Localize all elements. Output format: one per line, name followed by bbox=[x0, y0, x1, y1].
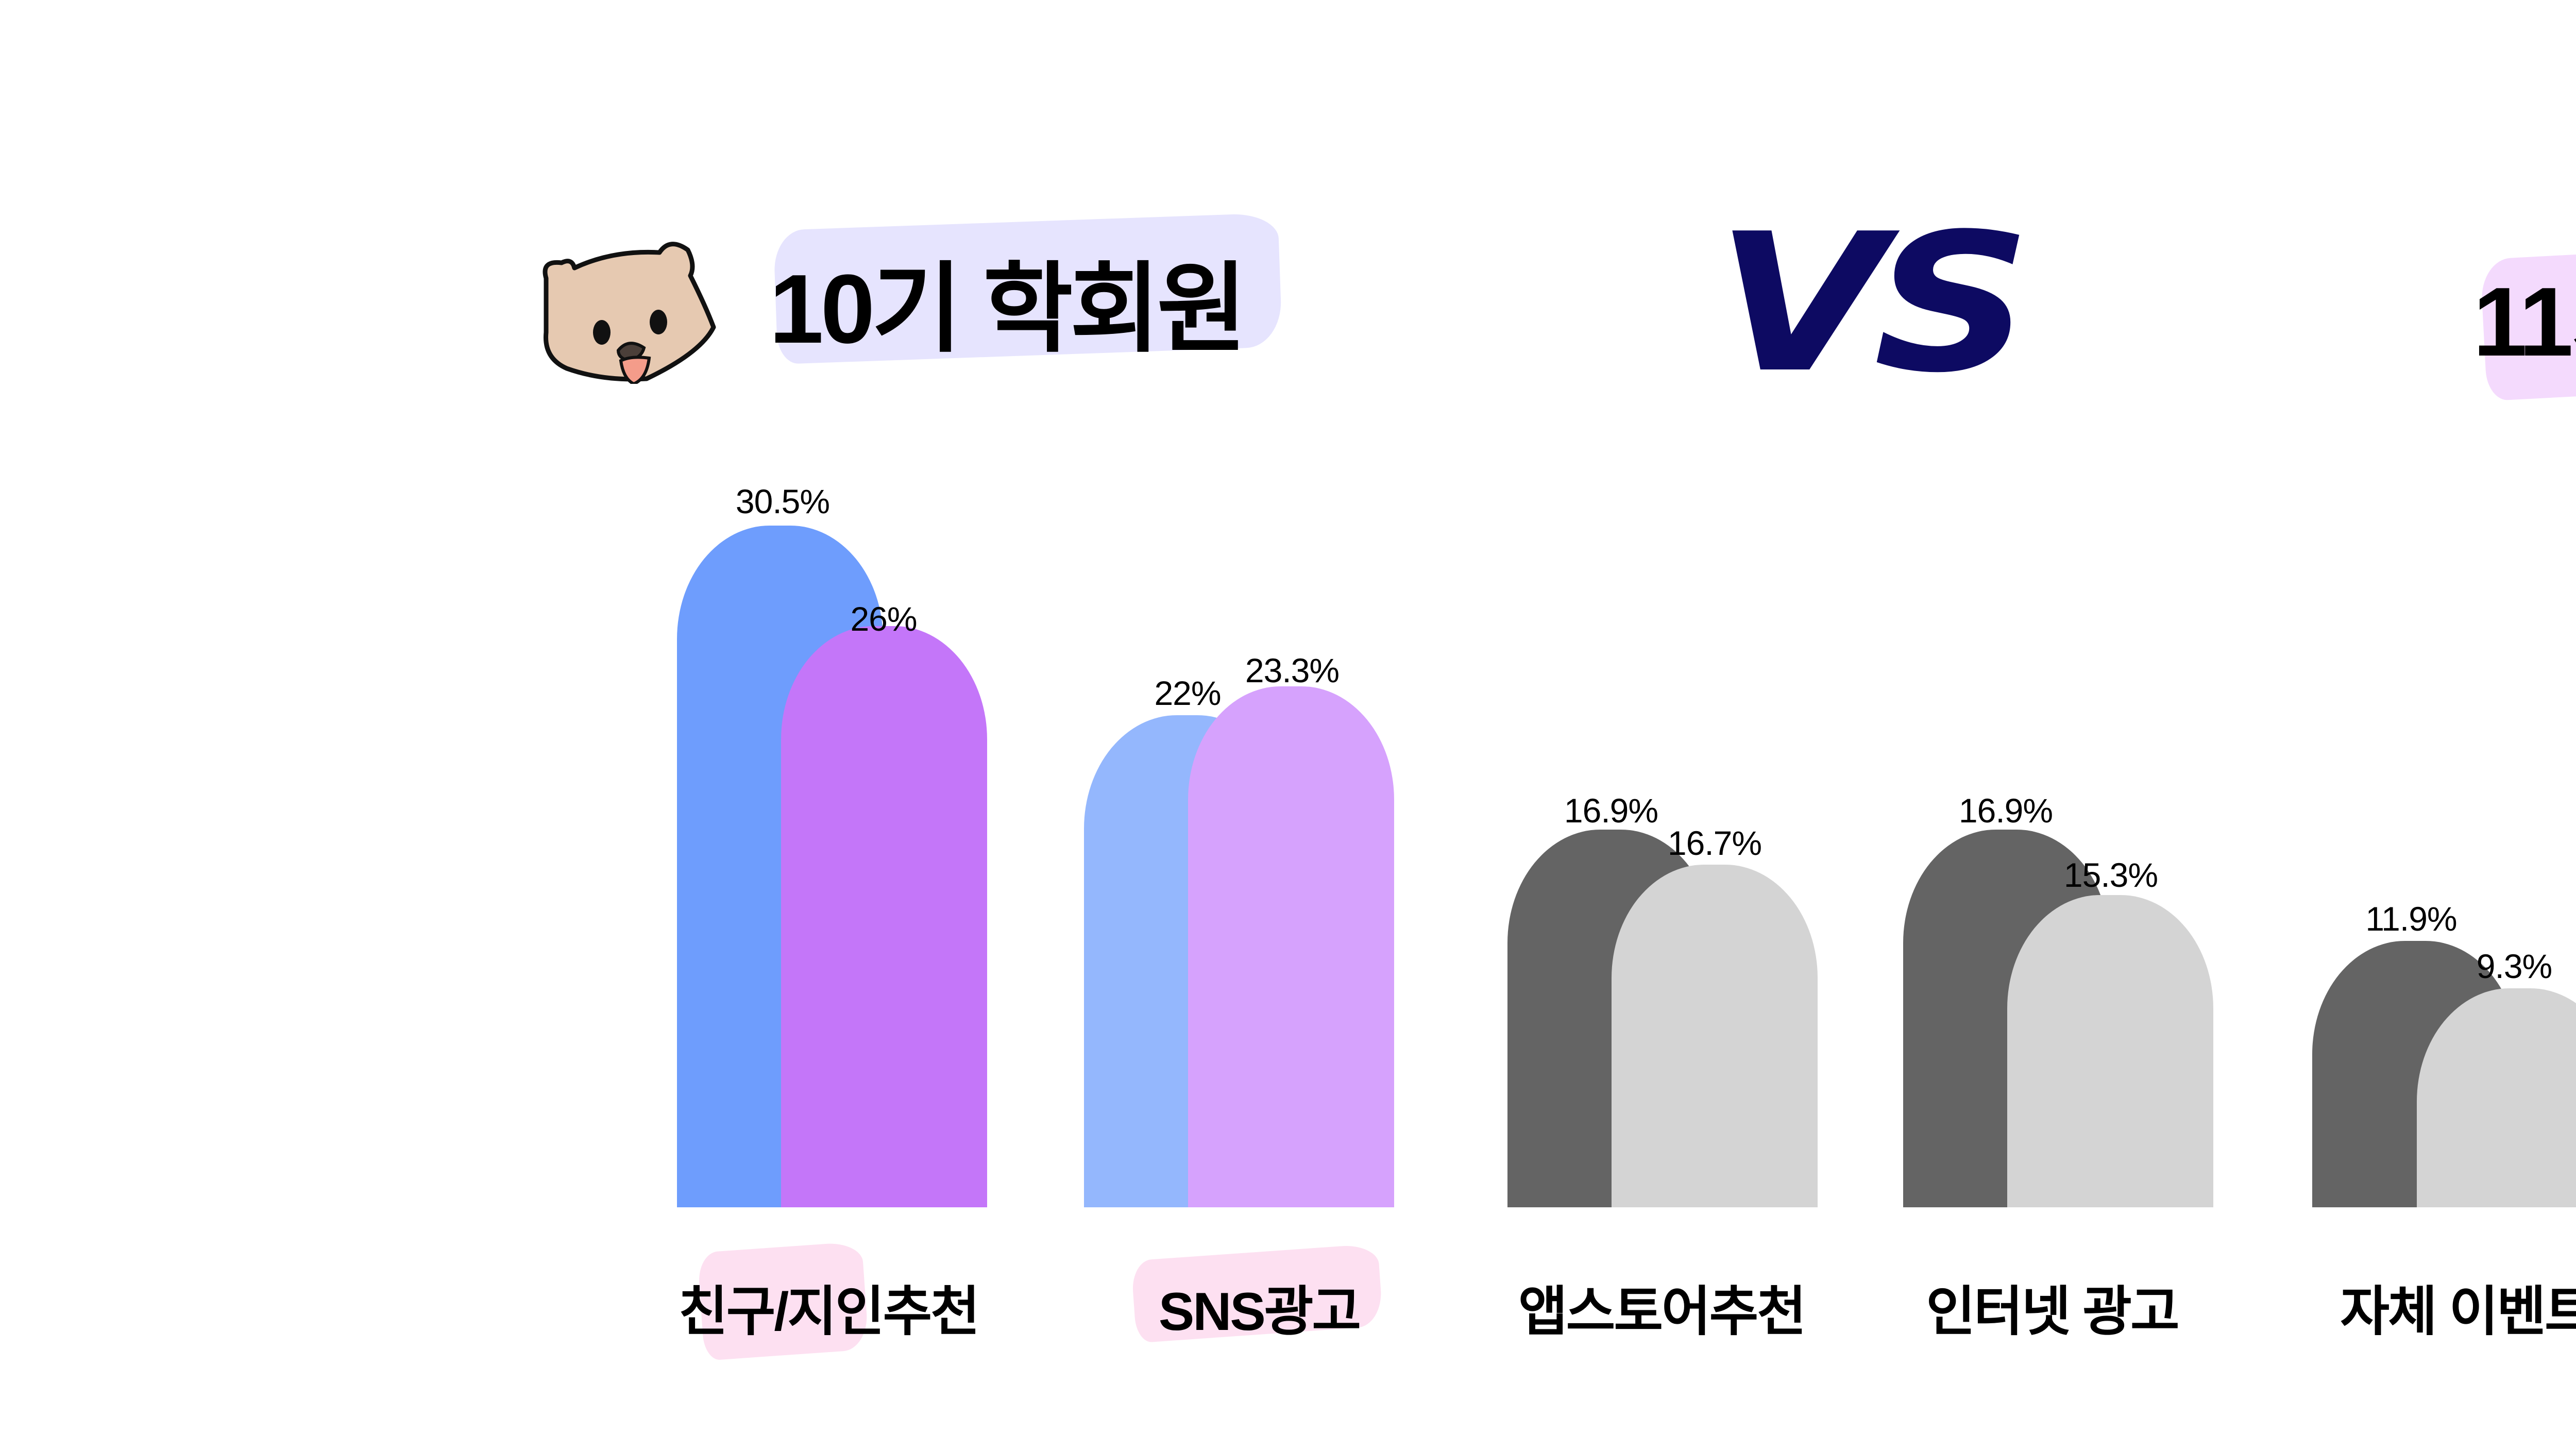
right-group-title: 11기 학회원 bbox=[2473, 267, 2576, 377]
value-label: 11.9% bbox=[2365, 900, 2457, 938]
vs-label: VS bbox=[1716, 193, 2031, 415]
value-label: 15.3% bbox=[2063, 856, 2158, 894]
value-label: 23.3% bbox=[1245, 651, 1340, 689]
value-label: 22% bbox=[1154, 674, 1221, 712]
value-label: 16.9% bbox=[1958, 791, 2053, 830]
bar-11-sns-ad bbox=[1188, 686, 1394, 1207]
value-label: 30.5% bbox=[735, 482, 830, 520]
bear-face-icon bbox=[526, 229, 716, 386]
value-label: 26% bbox=[850, 600, 917, 638]
category-label: 자체 이벤트 bbox=[2340, 1282, 2576, 1342]
left-group-title: 10기 학회원 bbox=[769, 255, 1247, 364]
value-label: 9.3% bbox=[2476, 947, 2552, 985]
category-label: 친구/지인추천 bbox=[679, 1282, 980, 1342]
category-label: 앱스토어추천 bbox=[1518, 1282, 1806, 1342]
value-label: 16.9% bbox=[1564, 791, 1658, 830]
value-label: 16.7% bbox=[1667, 824, 1762, 862]
bar-11-friend-referral bbox=[781, 626, 987, 1207]
category-label: SNS광고 bbox=[1158, 1282, 1361, 1342]
category-label: 인터넷 광고 bbox=[1926, 1282, 2179, 1342]
bar-11-appstore bbox=[1612, 865, 1818, 1207]
bar-11-own-event bbox=[2417, 988, 2576, 1207]
bar-11-internet-ad bbox=[2007, 895, 2213, 1207]
